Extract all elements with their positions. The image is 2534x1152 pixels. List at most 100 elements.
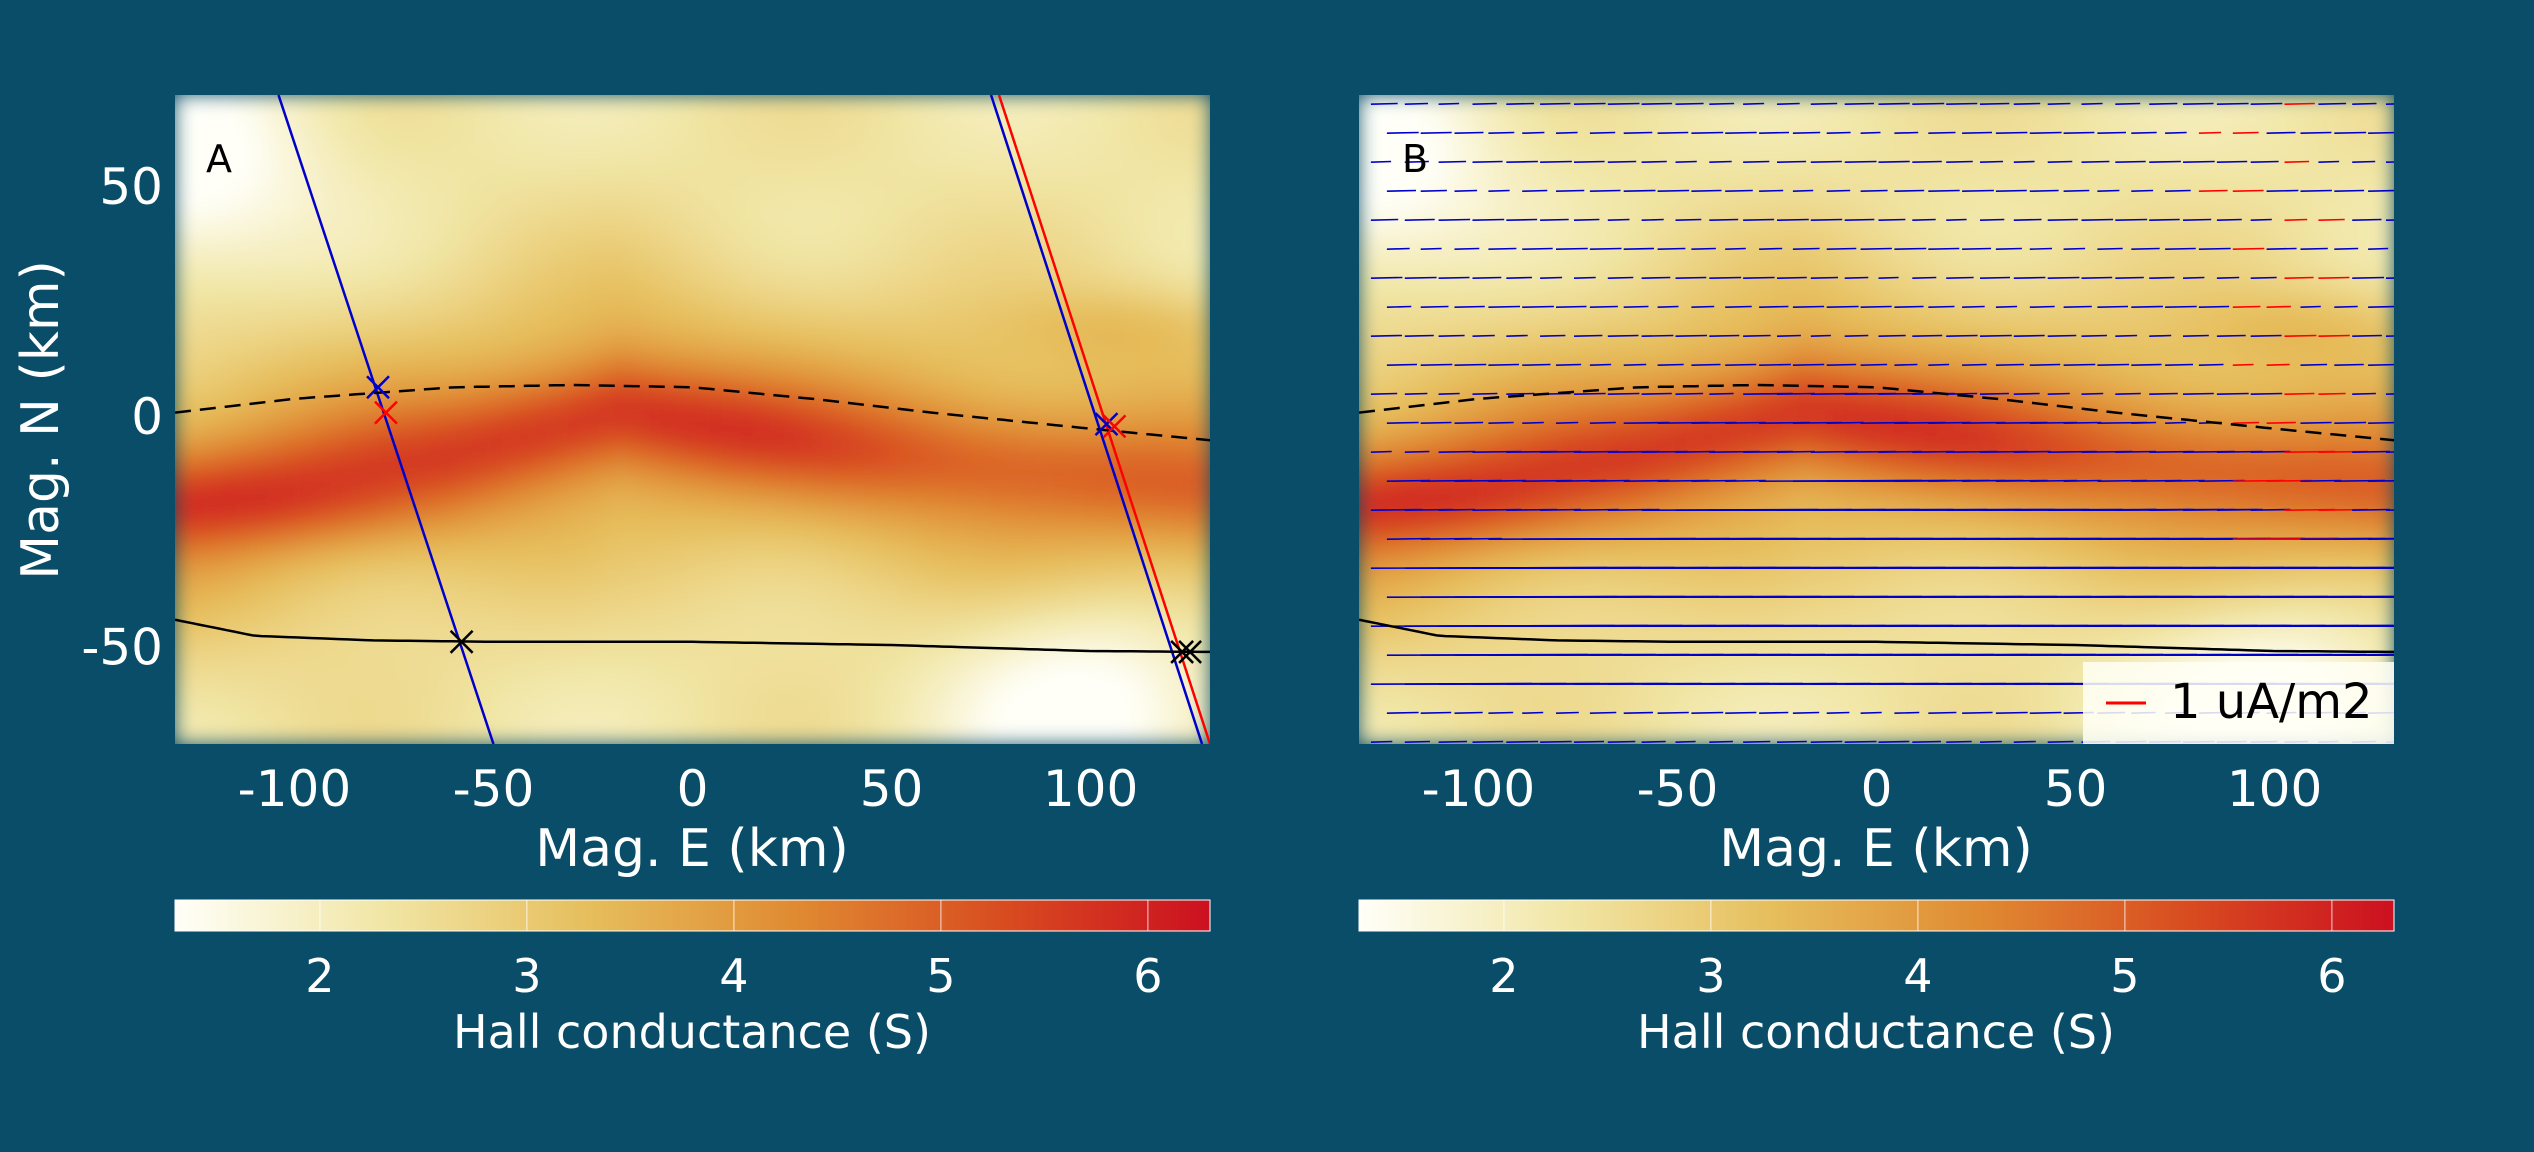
heatmap-cell [1359,573,1376,591]
heatmap-cell [738,526,757,545]
heatmap-cell [409,634,427,653]
heatmap-cell [1875,202,1894,220]
heatmap-cell [1797,95,1815,112]
heatmap-cell [377,186,396,205]
heatmap-cell [1546,526,1564,545]
heatmap-cell [534,109,553,127]
heatmap-cell [487,155,506,174]
heatmap-cell [942,217,961,236]
heatmap-cell [424,603,443,622]
heatmap-cell [2142,387,2160,406]
heatmap-cell [1640,542,1658,560]
heatmap-cell [472,588,490,606]
heatmap-cell [1969,109,1988,127]
heatmap-cell [660,418,678,436]
heatmap-cell [973,356,992,375]
heatmap-cell [1193,495,1210,514]
heatmap-cell [864,696,882,715]
heatmap-cell [1530,233,1549,251]
heatmap-cell [519,171,537,189]
heatmap-cell [1734,542,1753,560]
heatmap-cell [1844,233,1862,251]
heatmap-cell [1359,449,1376,467]
heatmap-cell [1922,171,1941,189]
heatmap-cell [1373,155,1392,174]
heatmap-cell [785,233,804,251]
heatmap-cell [707,109,725,127]
heatmap-cell [1420,387,1439,406]
heatmap-cell [1687,634,1705,653]
heatmap-cell [456,95,474,112]
heatmap-cell [283,171,302,189]
heatmap-cell [1036,511,1055,529]
heatmap-cell [895,372,914,390]
heatmap-cell [534,573,553,591]
heatmap-cell [362,464,380,483]
heatmap-cell [2095,264,2113,282]
heatmap-cell [1467,186,1486,205]
heatmap-cell [1052,495,1070,514]
heatmap-cell [911,124,929,143]
heatmap-cell [1781,202,1800,220]
heatmap-cell [1483,603,1502,622]
heatmap-cell [1530,603,1549,622]
heatmap-cell [2001,542,2019,560]
heatmap-cell [456,186,474,205]
heatmap-cell [581,480,600,498]
heatmap-cell [1953,449,1972,467]
heatmap-cell [221,727,239,744]
heatmap-cell [785,619,804,637]
heatmap-cell [1671,434,1690,452]
heatmap-cell [1177,341,1196,359]
heatmap-cell [707,279,725,297]
heatmap-cell [362,124,380,143]
heatmap-cell [801,418,819,436]
heatmap-cell [1036,634,1055,653]
heatmap-cell [1781,603,1800,622]
heatmap-cell [1938,619,1956,637]
heatmap-cell [1875,480,1894,498]
heatmap-cell [1420,495,1439,514]
heatmap-cell [1130,418,1149,436]
heatmap-cell [1812,619,1831,637]
heatmap-cell [1844,418,1862,436]
heatmap-cell [1099,248,1117,266]
heatmap-cell [189,464,208,483]
heatmap-cell [1499,294,1517,313]
heatmap-cell [942,665,961,684]
heatmap-cell [1067,155,1086,174]
heatmap-cell [2157,186,2176,205]
heatmap-cell [2048,511,2066,529]
heatmap-cell [691,573,710,591]
heatmap-cell [1608,186,1627,205]
heatmap-cell [221,650,239,668]
heatmap-cell [1671,573,1690,591]
heatmap-cell [1797,434,1815,452]
heatmap-cell [613,511,631,529]
heatmap-cell [221,526,239,545]
satellite-track [997,95,1210,744]
heatmap-cell [1765,325,1784,344]
heatmap-cell [1922,696,1941,715]
heatmap-cell [1177,171,1196,189]
heatmap-cell [958,449,976,467]
heatmap-cell [660,712,678,730]
heatmap-cell [895,294,914,313]
heatmap-cell [1906,248,1925,266]
heatmap-cell [1499,603,1517,622]
panel-b: B 1 uA/m2 -100 -50 0 50 100 Mag. E (km) [1359,95,2394,879]
heatmap-cell [393,434,412,452]
heatmap-cell [722,341,741,359]
heatmap-cell [1765,310,1784,328]
heatmap-cell [566,603,584,622]
heatmap-cell [550,279,569,297]
heatmap-cell [895,526,914,545]
heatmap-cell [534,248,553,266]
heatmap-cell [1608,372,1627,390]
heatmap-cell [2048,233,2066,251]
heatmap-cell [1373,542,1392,560]
heatmap-cell [1530,186,1549,205]
heatmap-cell [911,603,929,622]
heatmap-cell [1177,186,1196,205]
heatmap-cell [958,325,976,344]
